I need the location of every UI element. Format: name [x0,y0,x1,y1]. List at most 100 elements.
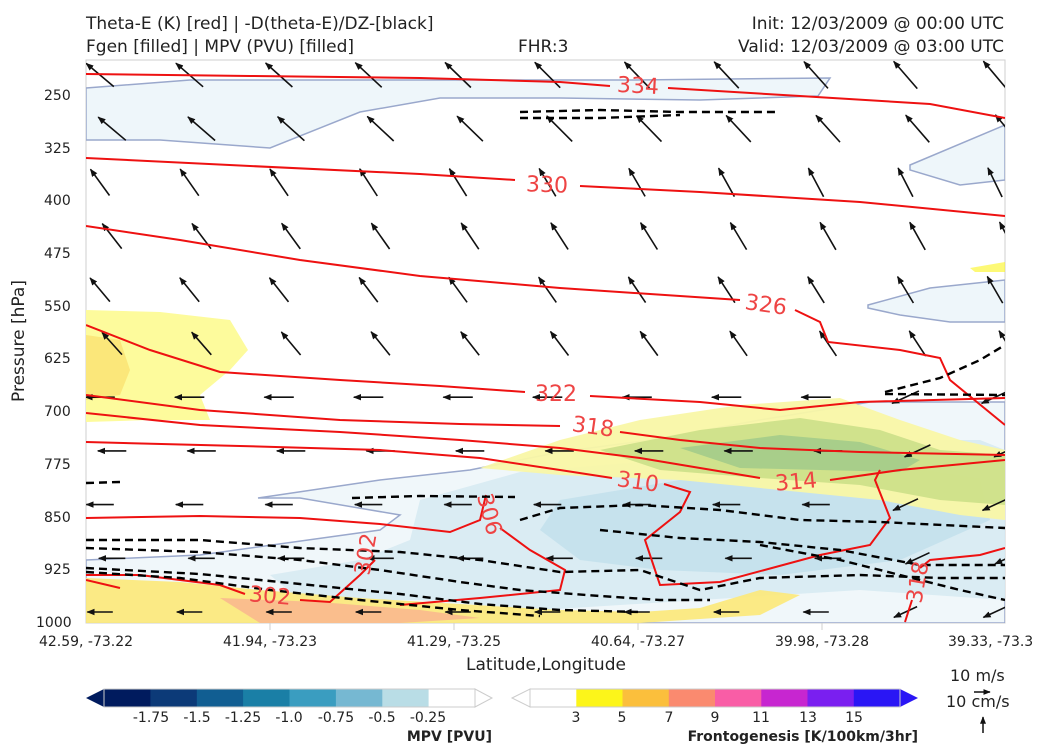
y-tick-400: 400 [44,193,71,209]
theta-e-306 [86,494,567,606]
fgen-tick-5: 13 [799,710,817,726]
wind-vector [639,330,659,357]
wind-vector [280,331,302,356]
mpv-region-upper-left [86,77,832,149]
wind-vector [713,61,740,89]
fgen-tick-4: 11 [752,710,770,726]
mpv-colorbar-frame [103,688,476,708]
mpv-colorbar-box-6 [382,689,430,707]
plot-contents: 334 330 326 322 318 314 310 306 302 302 … [86,60,1005,623]
wind-vector [635,115,663,143]
theta-e-label-0: 334 [616,73,659,100]
fgen-colorbar-box-5 [761,689,809,707]
theta-e-label-1: 330 [526,172,569,198]
fgen-colorbar-box-7 [853,689,901,707]
wind-vector [101,222,123,250]
fgen-colorbar-frame [529,688,901,708]
mpv-region-upper-right [909,124,1005,186]
wind-vector [807,167,825,198]
fgen-colorbar-box-3 [668,689,716,707]
wind-vector [908,330,927,357]
mpv-colorbar-box-4 [289,689,337,707]
x-tick-labels: 42.59, -73.22 41.94, -73.23 41.29, -73.2… [39,634,1033,650]
stability-contour-left-stub [86,480,121,485]
theta-e-302-b [86,579,121,589]
wind-vector [265,62,293,88]
wind-vector [987,167,1003,198]
mpv-colorbar-box-3 [243,689,290,707]
wind-vector [538,167,557,197]
stability-contour-upper-b [520,113,681,120]
wind-vector [354,62,383,88]
x-axis-title: Latitude,Longitude [466,655,626,675]
wind-vector [370,331,391,356]
wind-vector [370,222,391,250]
fgen-colorbar-high-extend [900,689,918,707]
fgen-region-surface-core [220,598,480,623]
theta-e-label-5: 314 [774,468,818,497]
wind-vector [980,391,1005,405]
wind-vector [187,116,216,142]
mpv-tick-5: -0.5 [368,710,395,726]
theta-e-label-6: 310 [615,467,660,498]
wind-vector [893,605,918,619]
stability-contour-low-1 [86,538,1005,592]
stability-contour-low-4 [86,570,541,618]
theta-e-326 [86,225,1005,426]
wind-vector [903,444,931,458]
mpv-colorbar-boxes [104,689,476,707]
wind-vector [819,221,837,251]
wind-vector [281,222,301,250]
wind-vector [896,275,915,304]
wind-vector [366,115,395,142]
y-tick-850: 850 [44,510,71,526]
fgen-region-left [86,310,248,422]
forecast-hour: FHR:3 [518,37,569,57]
fgen-tick-6: 15 [845,710,863,726]
wind-vector [623,61,651,89]
x-tick-marks [269,623,823,630]
wind-vector [460,331,480,356]
theta-e-label-2: 326 [743,290,788,321]
y-tick-925: 925 [44,562,71,578]
stability-contour-upper [519,108,775,114]
ref-horizontal-label: 10 m/s [950,666,1005,685]
wind-vector-layer [86,60,1005,619]
wind-vector [815,114,841,143]
stability-contour-band [519,503,1005,530]
wind-vector [456,115,484,142]
x-tick-4: 39.98, -73.28 [775,634,869,650]
y-axis-title: Pressure [hPa] [9,280,29,402]
wind-vector [460,222,480,250]
theta-e-label-9: 302 [248,582,292,611]
stability-contour-low-3 [86,566,641,614]
mpv-region-mid-right [867,279,1005,323]
reference-vector-key: 10 m/s 10 cm/s [946,666,1010,733]
wind-vector [550,222,569,250]
y-tick-1000: 1000 [36,615,72,631]
wind-vector [897,167,914,198]
wind-vector [893,60,918,90]
wind-vector [807,276,825,304]
y-tick-775: 775 [44,457,71,473]
wind-vector [179,277,200,303]
stability-contour-right [884,343,1005,394]
wind-vector [538,276,557,303]
wind-vector [994,114,1005,128]
wind-vector [101,331,123,356]
wind-vector [818,330,838,357]
wind-vector [909,221,926,251]
mpv-colorbar-box-1 [150,689,198,707]
mpv-colorbar: -1.75 -1.5 -1.25 -1.0 -0.75 -0.5 -0.25 M… [86,688,494,745]
stability-contour-low-2 [86,546,710,602]
mpv-tick-6: -0.25 [410,710,446,726]
y-tick-325: 325 [44,141,71,157]
fgen-colorbar: 3 5 7 9 11 13 15 Frontogenesis [K/100km/… [510,688,918,745]
wind-vector [359,168,378,197]
mpv-colorbar-high-extend [474,688,494,708]
stability-contours [86,108,1005,618]
y-tick-250: 250 [44,88,71,104]
wind-vector [729,330,748,357]
theta-e-318 [86,394,1005,456]
